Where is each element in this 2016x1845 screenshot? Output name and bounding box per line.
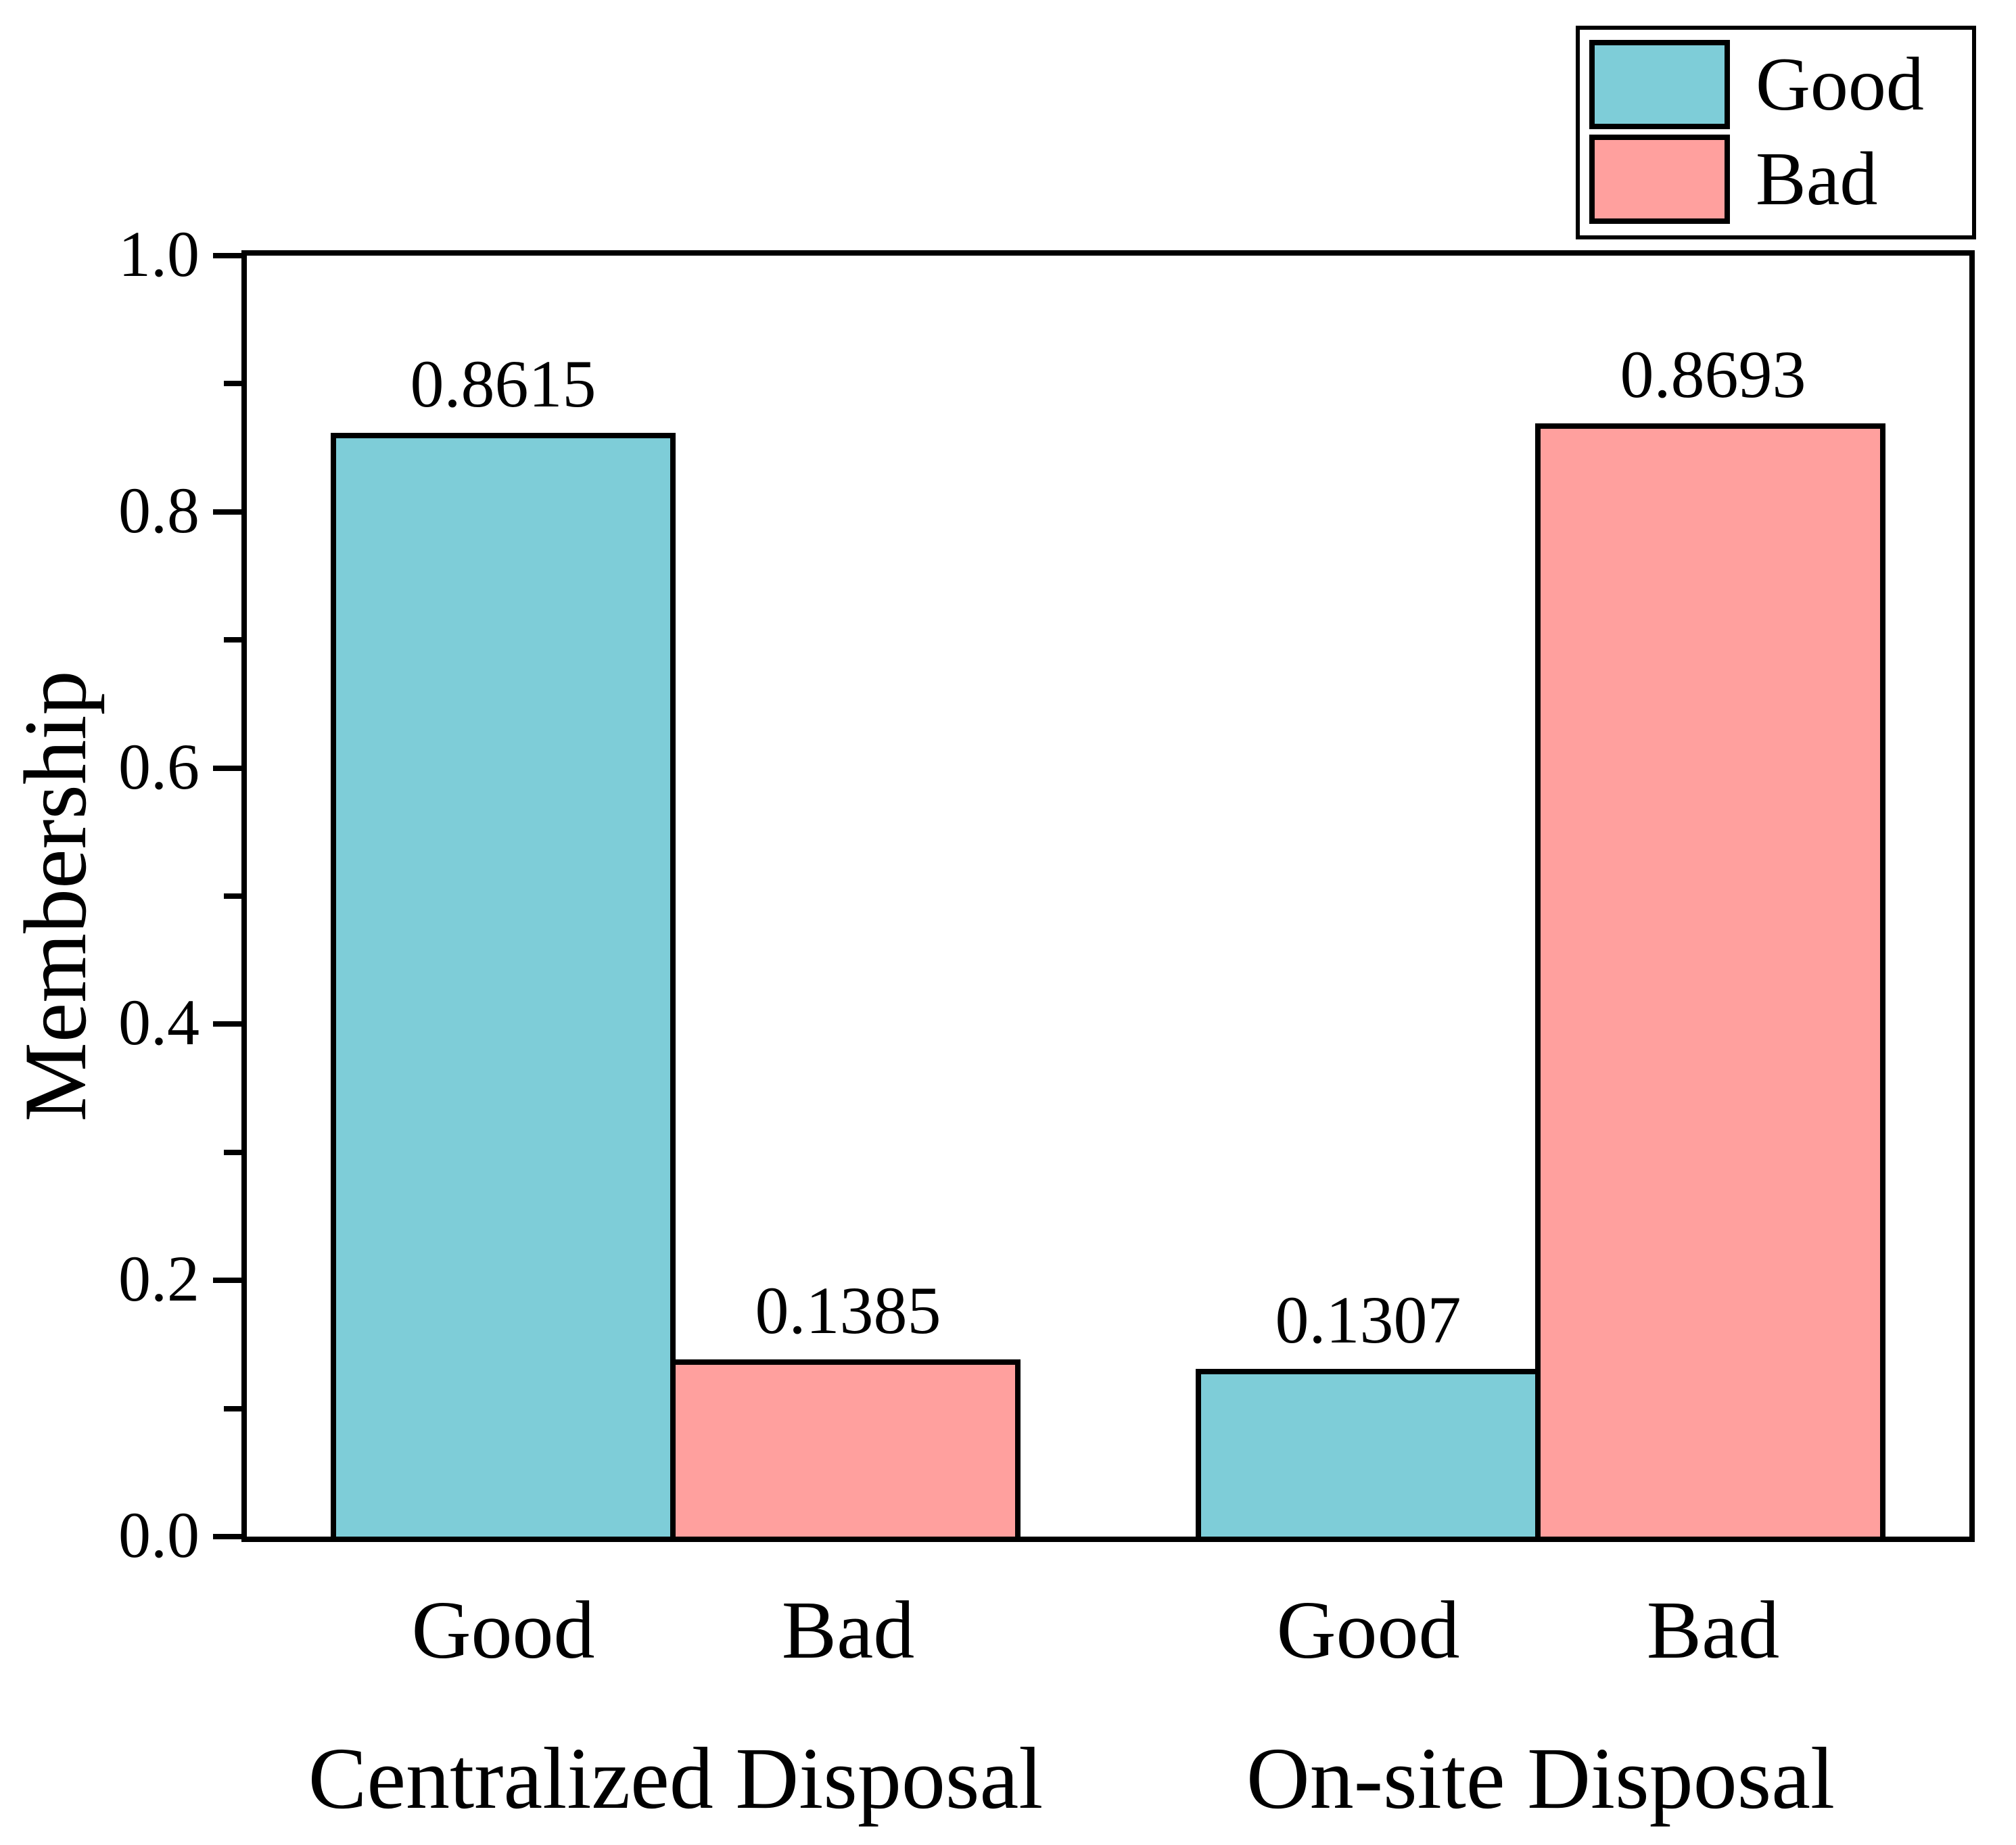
- y-tick-label-0-8: 0.8: [118, 473, 200, 546]
- y-minor-tick: [224, 381, 241, 387]
- y-major-tick: [213, 765, 241, 771]
- x-tick-label-centralized-disposal-bad: Bad: [781, 1585, 915, 1676]
- bar-centralized-disposal-bad: [670, 1359, 1021, 1537]
- y-minor-tick: [224, 893, 241, 899]
- legend-swatch-bad: [1589, 135, 1730, 224]
- y-tick-label-0-4: 0.4: [118, 986, 200, 1059]
- y-tick-label-0-0: 0.0: [118, 1499, 200, 1572]
- bar-value-label-on-site-disposal-good: 0.1307: [1275, 1282, 1461, 1357]
- bar-value-label-centralized-disposal-good: 0.8615: [410, 346, 596, 421]
- y-major-tick: [213, 1278, 241, 1284]
- y-tick-label-0-6: 0.6: [118, 730, 200, 803]
- plot-area: 0.0 0.2 0.4 0.6 0.8 1.0 0.8615 0.1385 0.1307 0.86…: [118, 222, 1975, 1568]
- legend-item-bad: Bad: [1589, 135, 1965, 224]
- y-major-tick: [213, 509, 241, 515]
- bar-value-label-centralized-disposal-bad: 0.1385: [755, 1273, 941, 1348]
- y-minor-tick: [224, 1149, 241, 1155]
- bar-centralized-disposal-good: [331, 433, 676, 1537]
- legend-swatch-good: [1589, 40, 1730, 129]
- x-tick-label-on-site-disposal-good: Good: [1276, 1585, 1460, 1676]
- y-major-tick: [213, 1534, 241, 1539]
- legend-label-good: Good: [1756, 43, 1924, 126]
- y-minor-tick: [224, 1405, 241, 1411]
- legend-item-good: Good: [1589, 40, 1965, 129]
- y-tick-label-0-2: 0.2: [118, 1242, 200, 1315]
- y-major-tick: [213, 253, 241, 258]
- y-tick-label-1-0: 1.0: [118, 218, 200, 291]
- x-tick-label-on-site-disposal-bad: Bad: [1646, 1585, 1780, 1676]
- y-major-tick: [213, 1021, 241, 1027]
- bar-on-site-disposal-bad: [1535, 423, 1885, 1537]
- y-minor-tick: [224, 637, 241, 643]
- group-label-on-site-disposal: On-site Disposal: [1246, 1730, 1835, 1827]
- x-tick-label-centralized-disposal-good: Good: [411, 1585, 595, 1676]
- legend-label-bad: Bad: [1756, 137, 1878, 221]
- bar-on-site-disposal-good: [1196, 1369, 1541, 1537]
- legend: Good Bad: [1576, 26, 1976, 239]
- bar-value-label-on-site-disposal-bad: 0.8693: [1620, 337, 1806, 412]
- group-label-centralized-disposal: Centralized Disposal: [308, 1730, 1044, 1827]
